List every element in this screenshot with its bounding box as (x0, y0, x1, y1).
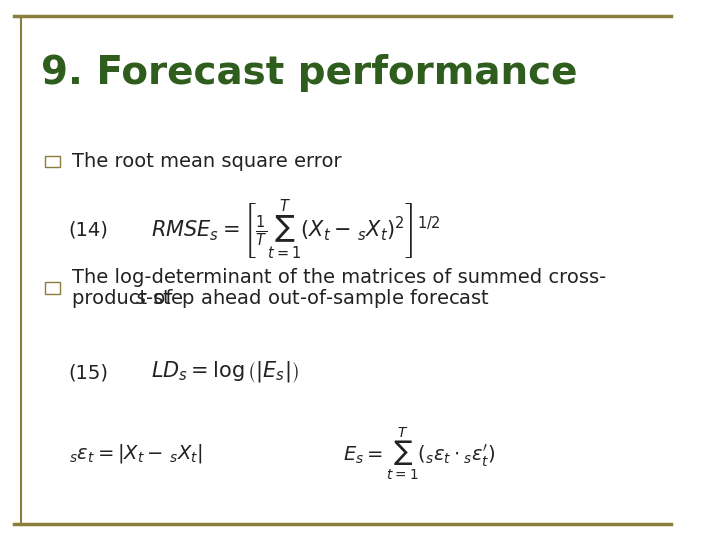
Text: The root mean square error: The root mean square error (72, 152, 341, 171)
Bar (45, 282, 60, 294)
Text: $RMSE_s = \left[\frac{1}{T}\sum_{t=1}^{T}(X_{t} -_{\,s} X_t)^2\right]^{1/2}$: $RMSE_s = \left[\frac{1}{T}\sum_{t=1}^{T… (150, 198, 441, 261)
Text: (15): (15) (68, 363, 109, 382)
Text: (14): (14) (68, 220, 109, 239)
Text: ${}_s \varepsilon_t = |X_t -_{\,s} X_t|$: ${}_s \varepsilon_t = |X_t -_{\,s} X_t|$ (68, 442, 202, 465)
Text: The log-determinant of the matrices of summed cross-: The log-determinant of the matrices of s… (72, 267, 606, 287)
Text: product of: product of (72, 289, 179, 308)
Text: $LD_s = \log\left(|E_s|\right)$: $LD_s = \log\left(|E_s|\right)$ (150, 360, 299, 386)
Text: $s$-step ahead out-of-sample forecast: $s$-step ahead out-of-sample forecast (135, 287, 490, 310)
Bar (45, 156, 60, 167)
Text: 9. Forecast performance: 9. Forecast performance (41, 54, 577, 92)
Text: $E_s = \sum_{t=1}^{T}({}_s \varepsilon_t \cdot {}_s \varepsilon_t^{\prime})$: $E_s = \sum_{t=1}^{T}({}_s \varepsilon_t… (343, 426, 495, 482)
